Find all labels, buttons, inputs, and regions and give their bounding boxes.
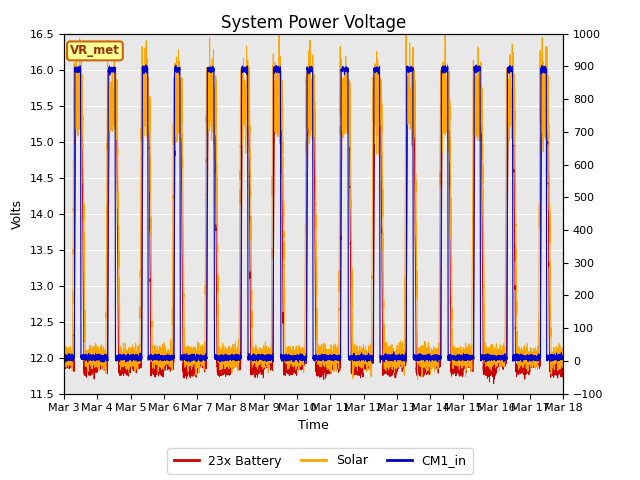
Legend: 23x Battery, Solar, CM1_in: 23x Battery, Solar, CM1_in	[167, 448, 473, 474]
Y-axis label: Volts: Volts	[11, 199, 24, 228]
Text: VR_met: VR_met	[70, 44, 120, 58]
X-axis label: Time: Time	[298, 419, 329, 432]
Title: System Power Voltage: System Power Voltage	[221, 14, 406, 32]
